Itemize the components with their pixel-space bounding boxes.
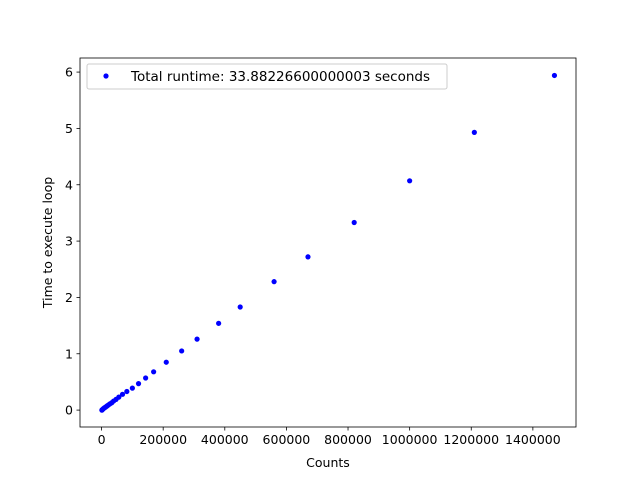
data-point <box>116 394 122 400</box>
data-point <box>124 388 130 395</box>
x-tick-label: 1200000 <box>443 432 499 447</box>
data-point <box>163 359 169 365</box>
axes-frame <box>79 57 577 428</box>
y-tick-label: 2 <box>65 290 73 305</box>
x-tick-label: 400000 <box>201 432 249 447</box>
y-tick-label: 3 <box>65 234 73 249</box>
legend-label: Total runtime: 33.88226600000003 seconds <box>130 69 430 85</box>
y-tick-label: 1 <box>65 346 73 361</box>
x-tick-label: 1400000 <box>505 432 561 447</box>
data-point <box>151 369 157 375</box>
y-axis-ticks: 0 1 2 3 4 5 6 <box>65 65 80 418</box>
legend-marker <box>103 73 109 79</box>
data-point <box>407 178 413 184</box>
data-point <box>237 304 243 310</box>
x-axis-ticks: 0 200000 400000 600000 800000 1000000 1200000 1… <box>98 427 561 447</box>
y-axis-label: Time to execute loop <box>40 177 55 309</box>
x-tick-label: 200000 <box>139 432 187 447</box>
data-point <box>351 219 357 226</box>
data-point <box>216 320 222 326</box>
data-point <box>194 336 200 342</box>
data-point <box>119 391 126 397</box>
data-point <box>129 385 135 391</box>
y-tick-label: 5 <box>65 121 73 136</box>
data-point <box>305 254 311 260</box>
data-points <box>99 72 558 413</box>
data-point <box>135 381 142 387</box>
x-tick-label: 1000000 <box>382 432 438 447</box>
y-tick-label: 4 <box>65 177 73 192</box>
data-point <box>271 279 277 285</box>
data-point <box>143 375 149 381</box>
x-axis-label: Counts <box>306 455 350 470</box>
legend: Total runtime: 33.88226600000003 seconds <box>86 63 448 90</box>
x-tick-label: 600000 <box>263 432 311 447</box>
y-tick-label: 0 <box>65 403 73 418</box>
y-tick-label: 6 <box>65 65 73 80</box>
x-tick-label: 800000 <box>324 432 372 447</box>
data-point <box>551 72 558 79</box>
x-tick-label: 0 <box>98 432 106 447</box>
data-point <box>471 129 477 135</box>
legend-box <box>86 63 448 90</box>
data-point <box>179 348 185 354</box>
